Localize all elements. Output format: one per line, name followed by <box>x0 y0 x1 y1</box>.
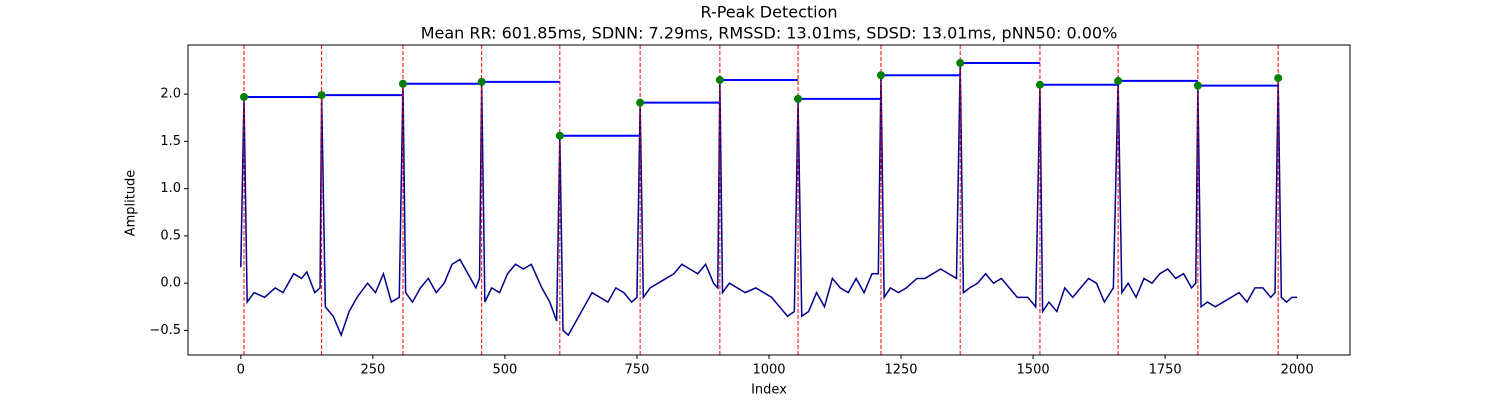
x-axis-label: Index <box>751 383 787 398</box>
peak-marker <box>956 58 965 67</box>
y-tick-label: 1.5 <box>160 134 181 149</box>
peak-marker <box>477 77 486 86</box>
y-tick-label: 1.0 <box>160 181 181 196</box>
signal-line <box>240 62 1298 338</box>
peak-marker <box>1114 76 1123 85</box>
peak-marker <box>398 79 407 88</box>
peak-marker <box>555 131 564 140</box>
x-tick-label: 0 <box>237 363 245 378</box>
peak-marker <box>317 91 326 100</box>
y-tick-label: 0.5 <box>160 228 181 243</box>
x-tick-label: 1000 <box>752 363 785 378</box>
chart-title: R-Peak Detection <box>700 3 837 22</box>
x-tick-label: 750 <box>625 363 650 378</box>
x-tick-label: 2000 <box>1281 363 1314 378</box>
peak-marker <box>715 75 724 84</box>
x-tick-label: 500 <box>492 363 517 378</box>
y-tick-label: 0.0 <box>160 276 181 291</box>
peak-marker <box>636 98 645 107</box>
y-tick-label: 2.0 <box>160 87 181 102</box>
y-axis-label: Amplitude <box>124 170 139 237</box>
x-tick-label: 1500 <box>1017 363 1050 378</box>
peak-marker <box>1193 81 1202 90</box>
chart-subtitle: Mean RR: 601.85ms, SDNN: 7.29ms, RMSSD: … <box>421 24 1118 43</box>
x-tick-label: 250 <box>360 363 385 378</box>
x-tick-label: 1750 <box>1149 363 1182 378</box>
plot-frame <box>187 44 1351 356</box>
peak-marker <box>1035 80 1044 89</box>
peak-marker <box>876 71 885 80</box>
y-tick-label: −0.5 <box>149 323 181 338</box>
peak-marker <box>239 92 248 101</box>
peak-marker <box>794 94 803 103</box>
peak-marker <box>1274 74 1283 83</box>
x-tick-label: 1250 <box>884 363 917 378</box>
